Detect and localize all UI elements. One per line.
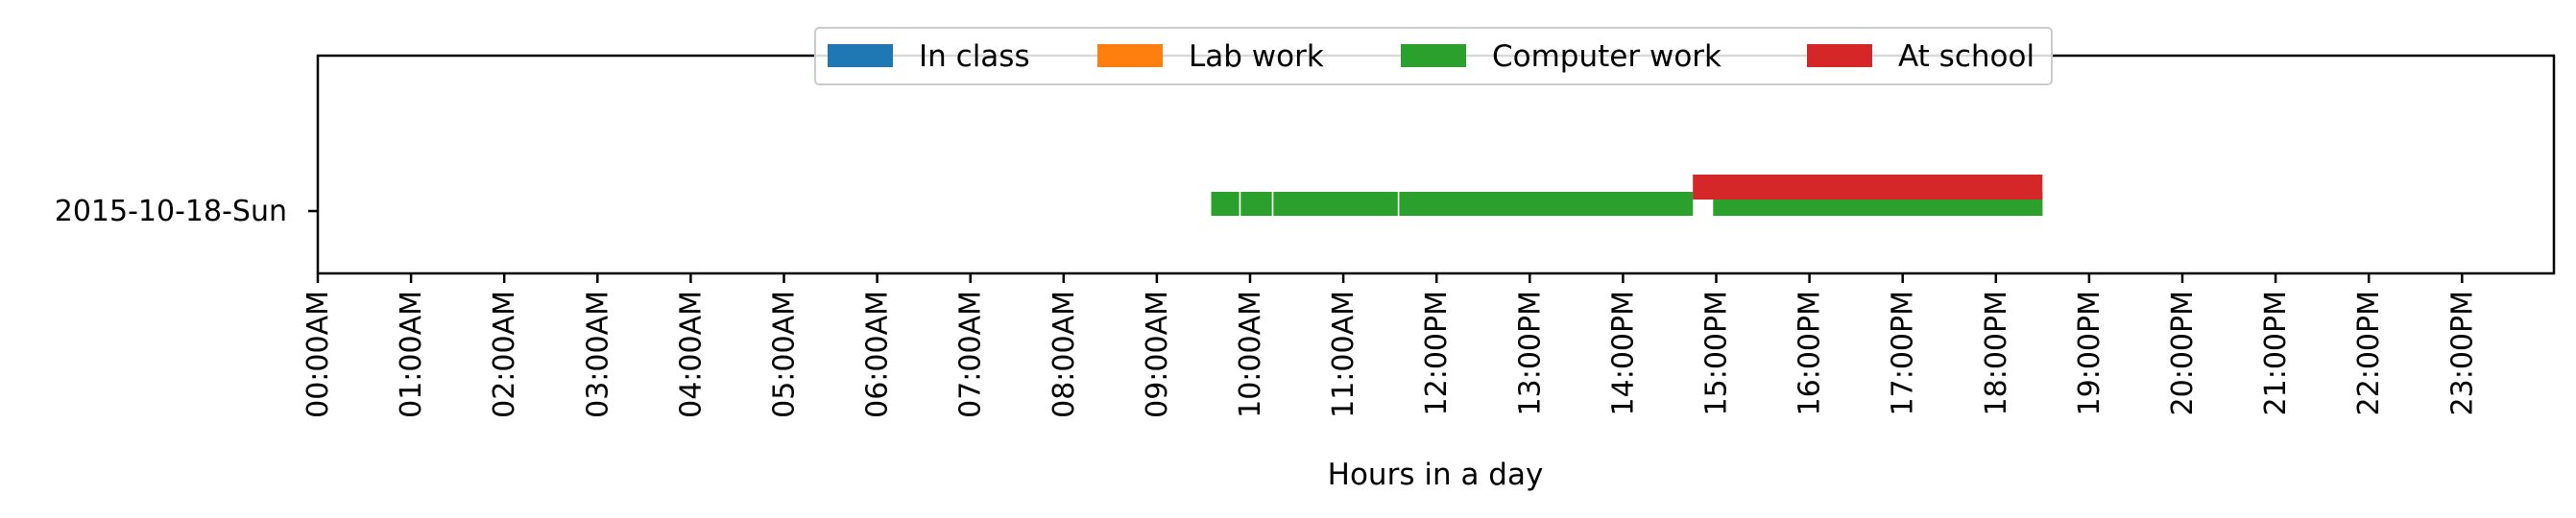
x-tick-label: 19:00PM: [2073, 291, 2107, 415]
x-tick-label: 14:00PM: [1606, 291, 1640, 415]
computer-work-bar: [1273, 192, 1398, 216]
legend-swatch-at-school: [1807, 44, 1872, 67]
x-tick-label: 02:00AM: [488, 291, 521, 418]
y-tick-label: 2015-10-18-Sun: [55, 195, 287, 228]
x-tick-label: 09:00AM: [1141, 291, 1174, 418]
x-tick-label: 16:00PM: [1794, 291, 1827, 415]
x-tick-label: 17:00PM: [1887, 291, 1920, 415]
x-tick-label: 07:00AM: [954, 291, 988, 418]
legend-label-at-school: At school: [1898, 39, 2034, 74]
computer-work-bar: [1399, 192, 1694, 216]
x-tick-label: 01:00AM: [395, 291, 428, 418]
x-tick-label: 05:00AM: [768, 291, 802, 418]
x-tick-label: 13:00PM: [1513, 291, 1547, 415]
x-tick-label: 00:00AM: [301, 291, 335, 418]
legend-label-lab-work: Lab work: [1189, 39, 1324, 74]
x-axis-title: Hours in a day: [1328, 458, 1544, 492]
x-tick-label: 10:00AM: [1234, 291, 1267, 418]
computer-work-bar: [1240, 192, 1272, 216]
plot-frame: [316, 54, 2556, 275]
legend: In class Lab work Computer work At school: [814, 27, 2053, 85]
computer-work-bar: [1211, 192, 1240, 216]
legend-label-in-class: In class: [919, 39, 1030, 74]
legend-swatch-lab-work: [1097, 44, 1163, 67]
x-tick-label: 03:00AM: [581, 291, 614, 418]
legend-swatch-in-class: [828, 44, 893, 67]
x-tick-label: 12:00PM: [1420, 291, 1454, 415]
x-tick-label: 18:00PM: [1980, 291, 2013, 415]
legend-label-computer-work: Computer work: [1492, 39, 1721, 74]
x-tick-label: 04:00AM: [674, 291, 708, 418]
x-tick-label: 11:00AM: [1327, 291, 1360, 418]
x-tick-label: 20:00PM: [2166, 291, 2200, 415]
legend-items: In class Lab work Computer work At school: [828, 39, 2034, 74]
y-axis: 2015-10-18-Sun: [55, 195, 318, 228]
legend-swatch-computer-work: [1401, 44, 1466, 67]
x-tick-label: 08:00AM: [1047, 291, 1081, 418]
x-tick-label: 15:00PM: [1700, 291, 1734, 415]
x-tick-label: 22:00PM: [2352, 291, 2386, 415]
at-school-bar: [1693, 175, 2043, 200]
x-axis: 00:00AM 01:00AM 02:00AM 03:00AM 04:00AM 05:00…: [301, 273, 2479, 418]
x-tick-label: 06:00AM: [861, 291, 895, 418]
x-tick-label: 23:00PM: [2445, 291, 2479, 415]
x-tick-label: 21:00PM: [2259, 291, 2293, 415]
bars-layer: [1211, 175, 2043, 216]
